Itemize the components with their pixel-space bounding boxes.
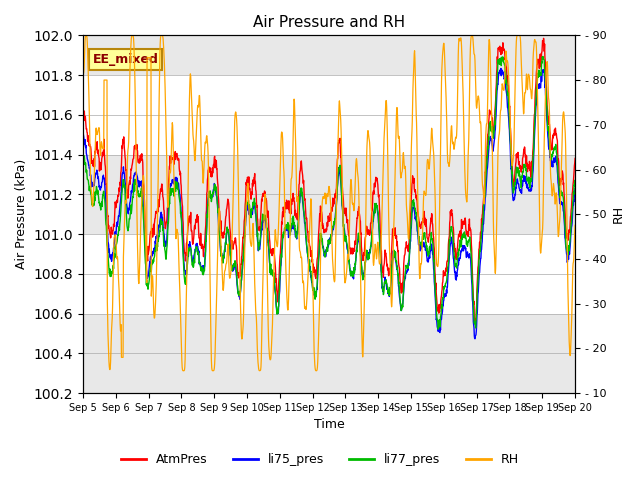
X-axis label: Time: Time: [314, 419, 344, 432]
Legend: AtmPres, li75_pres, li77_pres, RH: AtmPres, li75_pres, li77_pres, RH: [116, 448, 524, 471]
Text: EE_mixed: EE_mixed: [93, 53, 159, 66]
Bar: [83, 75, 575, 155]
Title: Air Pressure and RH: Air Pressure and RH: [253, 15, 405, 30]
Y-axis label: Air Pressure (kPa): Air Pressure (kPa): [15, 159, 28, 269]
Bar: [83, 234, 575, 313]
Y-axis label: RH: RH: [612, 205, 625, 223]
